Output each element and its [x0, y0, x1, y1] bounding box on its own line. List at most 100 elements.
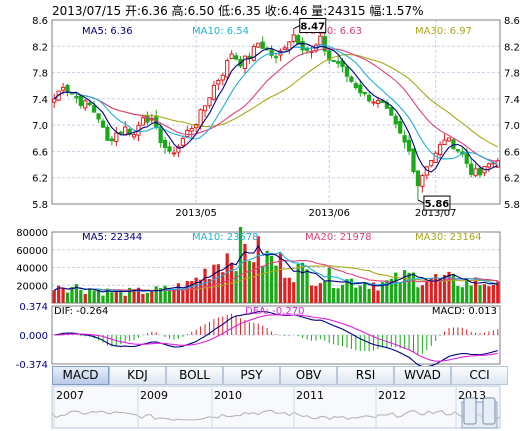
volume-bar [371, 282, 376, 303]
volume-bar [181, 290, 185, 303]
volume-bar [145, 292, 149, 303]
price-candle [473, 168, 478, 177]
volume-bar [70, 286, 74, 303]
tab-psy[interactable]: PSY [223, 366, 280, 385]
price-candle [411, 148, 416, 173]
volume-bar [167, 289, 172, 303]
price-candle [171, 152, 177, 155]
timeline-year-label: 2012 [378, 389, 406, 402]
volume-bar [88, 289, 92, 303]
price-candle [216, 79, 221, 85]
annotation-label: 5.86 [425, 199, 450, 210]
volume-bar [340, 284, 345, 303]
price-candle [273, 56, 279, 59]
price-candle [189, 128, 194, 132]
volume-bar [261, 265, 265, 303]
price-ma10-line [53, 44, 498, 165]
price-candle [318, 35, 323, 46]
price-candle [398, 121, 403, 134]
annotation-leader [417, 199, 425, 204]
price-candle [167, 146, 172, 152]
volume-bar [411, 272, 416, 303]
price-candle [344, 66, 350, 77]
price-ytick-left: 7.8 [32, 69, 48, 80]
volume-bar [119, 290, 123, 303]
price-candle [353, 83, 358, 89]
volume-bar [190, 281, 194, 303]
price-candle [322, 36, 327, 52]
volume-bar [176, 283, 181, 303]
price-candle [52, 98, 57, 103]
price-legend-ma10: MA10: 6.54 [192, 26, 249, 37]
volume-bar [345, 279, 349, 303]
volume-bar [92, 290, 96, 303]
volume-bar [438, 277, 442, 303]
price-ytick-left: 6.2 [32, 174, 48, 185]
annotation-box [299, 18, 327, 34]
timeline-range-handle[interactable] [463, 397, 477, 425]
volume-bar [465, 278, 469, 303]
price-candle [415, 170, 421, 187]
price-candle [455, 149, 460, 152]
volume-bar [376, 290, 380, 303]
macd-ytick: -0.374 [16, 360, 48, 371]
volume-bar [292, 282, 296, 303]
volume-bar [278, 253, 283, 303]
volume-bar [83, 293, 87, 303]
timeline-range-handle[interactable] [482, 397, 496, 425]
tab-obv[interactable]: OBV [280, 366, 337, 385]
volume-bar [469, 285, 473, 303]
volume-legend-ma30: MA30: 23164 [415, 232, 482, 243]
price-candle [362, 92, 367, 95]
macd-dea-line [54, 314, 498, 362]
volume-bar [354, 287, 358, 303]
volume-bar [478, 285, 482, 303]
macd-legend-dif: DIF: -0.264 [54, 306, 108, 317]
volume-bar [163, 285, 167, 303]
timeline-year-label: 2010 [214, 389, 242, 402]
price-candle [202, 105, 208, 112]
volume-bar [318, 283, 322, 303]
volume-bar [314, 285, 318, 303]
price-candle [296, 35, 301, 45]
volume-bar [150, 291, 154, 303]
annotation-label: 8.47 [300, 22, 325, 33]
timeline-year-label: 2007 [56, 389, 84, 402]
price-candle [105, 126, 110, 141]
tab-macd[interactable]: MACD [52, 366, 109, 385]
annotation-box [423, 195, 451, 211]
price-candle [349, 76, 354, 82]
volume-bar [496, 281, 500, 303]
tab-rsi[interactable]: RSI [337, 366, 394, 385]
price-candle [118, 131, 123, 134]
tab-boll[interactable]: BOLL [166, 366, 223, 385]
price-xtick: 2013/07 [415, 208, 457, 219]
volume-bar [203, 268, 207, 303]
tab-cci[interactable]: CCI [451, 366, 508, 385]
volume-bar [123, 295, 127, 303]
price-candle [300, 40, 305, 51]
volume-bar [491, 284, 495, 303]
price-candle [176, 146, 181, 153]
price-candle [464, 153, 469, 164]
price-candle [207, 97, 212, 107]
price-ytick-right: 6.6 [504, 147, 520, 158]
price-ytick-right: 7.4 [504, 95, 520, 106]
price-candle [140, 117, 146, 126]
volume-bar [327, 267, 331, 303]
price-candle [131, 134, 137, 138]
price-candle [60, 86, 66, 91]
price-candle [420, 175, 425, 187]
volume-ytick: 80000 [16, 228, 48, 239]
volume-bar [57, 285, 61, 303]
volume-bar [429, 278, 433, 303]
price-candle [233, 55, 239, 60]
tab-wvad[interactable]: WVAD [394, 366, 451, 385]
price-candle [304, 48, 310, 51]
price-ytick-left: 7.0 [32, 121, 48, 132]
price-candle [438, 144, 443, 156]
price-candle [92, 105, 97, 113]
volume-bar [225, 253, 229, 303]
timeline-strip [51, 385, 501, 429]
tab-kdj[interactable]: KDJ [109, 366, 166, 385]
